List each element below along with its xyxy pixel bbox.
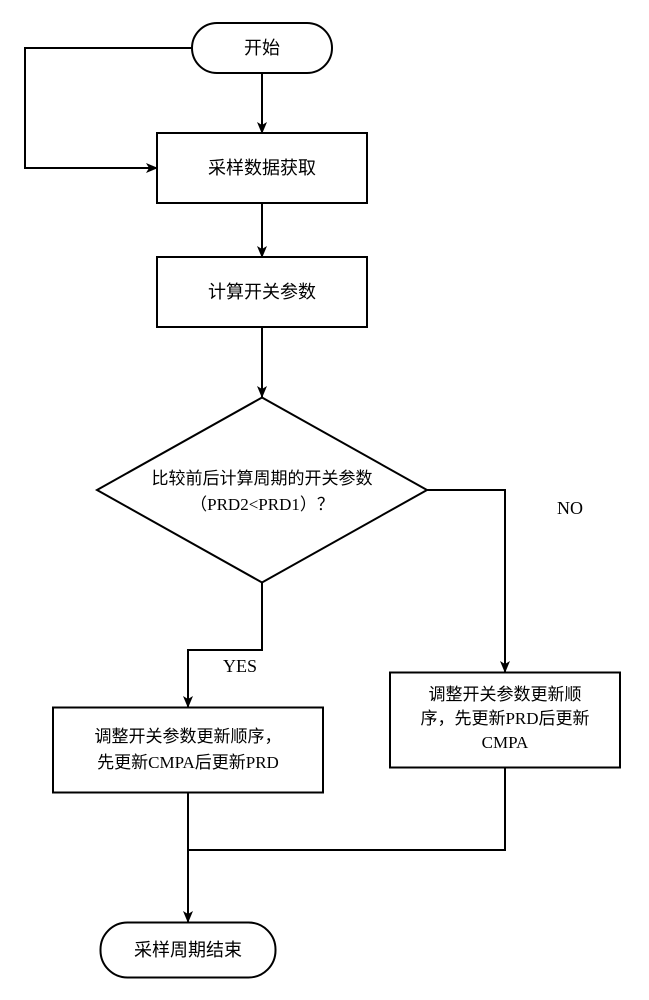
node-sample: 采样数据获取 bbox=[157, 133, 367, 203]
node-compute: 计算开关参数 bbox=[157, 257, 367, 327]
svg-text:调整开关参数更新顺: 调整开关参数更新顺 bbox=[429, 685, 582, 704]
svg-text:调整开关参数更新顺序，: 调整开关参数更新顺序， bbox=[95, 727, 282, 746]
svg-text:开始: 开始 bbox=[244, 38, 280, 58]
node-no_box: 调整开关参数更新顺序，先更新PRD后更新 CMPA bbox=[390, 673, 620, 768]
edge-dec-yes bbox=[188, 583, 262, 707]
edge-dec-no bbox=[427, 490, 505, 672]
svg-text:序，先更新PRD后更新: 序，先更新PRD后更新 bbox=[420, 709, 589, 728]
svg-text:比较前后计算周期的开关参数: 比较前后计算周期的开关参数 bbox=[152, 469, 373, 488]
svg-text:计算开关参数: 计算开关参数 bbox=[208, 282, 316, 302]
edge-label-dec-no: NO bbox=[557, 498, 583, 518]
svg-text:先更新CMPA后更新PRD: 先更新CMPA后更新PRD bbox=[97, 753, 279, 772]
node-end: 采样周期结束 bbox=[101, 923, 276, 978]
svg-text:采样周期结束: 采样周期结束 bbox=[134, 940, 242, 960]
svg-text:CMPA: CMPA bbox=[482, 733, 529, 752]
node-yes_box: 调整开关参数更新顺序， 先更新CMPA后更新PRD bbox=[53, 708, 323, 793]
node-start: 开始 bbox=[192, 23, 332, 73]
node-decision: 比较前后计算周期的开关参数 （PRD2<PRD1）？ bbox=[97, 398, 427, 583]
edge-label-dec-yes: YES bbox=[223, 656, 257, 676]
svg-text:（PRD2<PRD1）？: （PRD2<PRD1）？ bbox=[190, 495, 334, 514]
svg-text:采样数据获取: 采样数据获取 bbox=[208, 158, 316, 178]
